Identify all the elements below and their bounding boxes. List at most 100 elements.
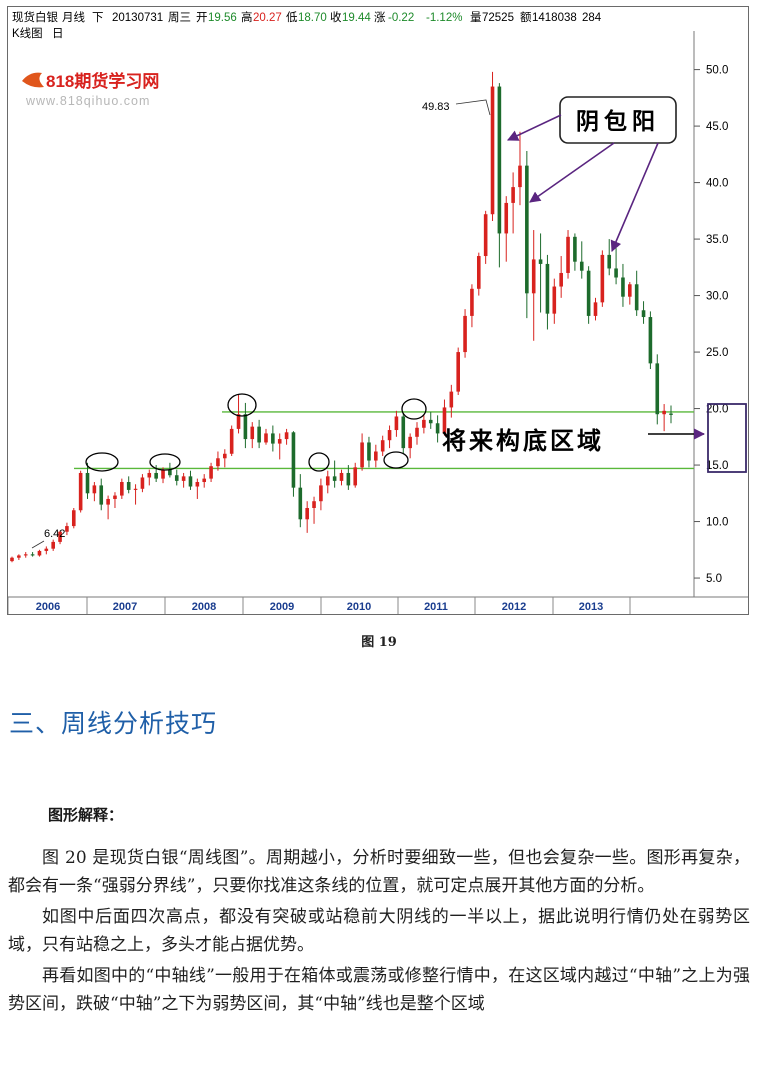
price-axis: 50.0 45.0 40.0 35.0 30.0 25.0 20.0 15.0 10.0 5.0 (693, 31, 728, 597)
y-tick-label: 45.0 (706, 121, 728, 133)
candle-body (504, 202, 509, 234)
section-heading: 三、周线分析技巧 (9, 709, 218, 738)
zone-label: 将来构底区域 (442, 426, 604, 455)
brand-logo: 818期货学习网 www.818qihuo.com (22, 71, 159, 108)
header-extra: 284 (582, 12, 602, 24)
y-tick-label: 15.0 (706, 460, 728, 472)
body-text: 图 20 是现货白银“周线图”。周期越小，分析时要细致一些，但也会复杂一些。图形… (8, 845, 750, 1022)
candle-body (511, 187, 515, 203)
candle-body (250, 426, 255, 440)
header-change-label: 涨 (374, 11, 386, 24)
header-open-label: 开 (196, 12, 208, 24)
header-symbol: 现货白银 (12, 10, 58, 24)
y-tick-label: 20.0 (706, 404, 728, 416)
y-tick-label: 30.0 (706, 291, 728, 303)
candle-body (662, 410, 666, 415)
paragraph: 图 20 是现货白银“周线图”。周期越小，分析时要细致一些，但也会复杂一些。图形… (8, 848, 750, 896)
subheading: 图形解释： (48, 806, 124, 824)
support-lines (74, 411, 694, 470)
candle-body (483, 214, 488, 257)
candle-body (470, 288, 474, 316)
annotation-layer: 49.83 6.42 阴包阳 将来构底区域 (31, 96, 747, 549)
candle-body (559, 272, 563, 287)
time-axis-band (8, 597, 748, 614)
callout-arrow-1 (506, 114, 562, 141)
y-tick-label: 35.0 (706, 234, 728, 246)
candle-body (394, 416, 399, 431)
highlight-circle (401, 398, 427, 420)
candle-body (360, 442, 364, 468)
candle-body (312, 501, 316, 508)
candle-body (271, 433, 275, 444)
y-tick-label: 50.0 (706, 65, 728, 77)
candle-body (92, 485, 97, 494)
candle-body (497, 86, 502, 234)
candle-body (332, 476, 337, 481)
candle-body (346, 472, 351, 486)
x-tick-label: 2009 (270, 601, 294, 613)
y-tick-label: 25.0 (706, 347, 728, 359)
candle-body (113, 495, 117, 499)
peak-label: 49.83 (422, 101, 450, 113)
highlight-circle (227, 393, 257, 417)
candle-body (456, 352, 460, 392)
highlight-circle (85, 452, 119, 472)
header-high-label: 高 (241, 10, 253, 24)
callout-text: 阴包阳 (576, 108, 660, 135)
header-weekday: 周三 (168, 11, 191, 24)
candle-body (648, 317, 653, 364)
candle-body (545, 263, 550, 314)
candle-body (374, 451, 378, 461)
candle-body (277, 439, 282, 444)
candle-body (449, 391, 454, 408)
candle-body (319, 485, 323, 502)
candle-body (133, 488, 138, 490)
candle-body (106, 498, 110, 505)
candle-body (415, 427, 419, 437)
candle-body (600, 254, 605, 303)
candle-body (229, 428, 234, 454)
candle-body (10, 557, 14, 562)
candle-body (518, 165, 522, 188)
candle-body (195, 482, 200, 487)
flame-logo-icon (22, 72, 44, 88)
candle-body (593, 302, 598, 316)
candle-body (168, 469, 172, 476)
callout-arrow-3 (610, 142, 659, 253)
candle-body (264, 433, 268, 443)
time-axis: 2006 2007 2008 2009 2010 2011 2012 2013 (8, 596, 748, 614)
candle-body (291, 432, 296, 488)
candle-body (23, 554, 28, 556)
header-low: 18.70 (298, 12, 327, 24)
candle-body (669, 413, 673, 415)
figure-caption: 图 19 (361, 635, 397, 650)
candle-body (181, 476, 186, 481)
candle-body (140, 477, 145, 489)
x-tick-label: 2013 (579, 601, 603, 613)
y-tick-label: 10.0 (706, 517, 728, 529)
candle-body (325, 476, 330, 486)
candle-body (566, 236, 570, 273)
candle-body (552, 286, 557, 314)
header-amount: 1418038 (532, 12, 577, 24)
candle-body (628, 284, 632, 297)
x-tick-label: 2012 (502, 601, 526, 613)
candle-body (202, 478, 207, 483)
header-low-label: 低 (286, 11, 298, 24)
candle-body (85, 472, 90, 494)
header-volume-label: 量 (470, 11, 482, 24)
chart-frame: 现货白银 月线 下 20130731 周三 开 19.56 高 20.27 低 … (7, 6, 749, 615)
header-high: 20.27 (253, 12, 282, 24)
header-close: 19.44 (342, 12, 371, 24)
candle-body (99, 485, 104, 505)
low-label: 6.42 (44, 528, 65, 540)
paragraph: 如图中后面四次高点，都没有突破或站稳前大阴线的一半以上，据此说明行情仍处在弱势区… (8, 907, 750, 955)
chart-header: 现货白银 月线 下 20130731 周三 开 19.56 高 20.27 低 … (12, 10, 602, 40)
candle-body (120, 482, 124, 496)
candle-body (614, 268, 618, 278)
paragraph: 再看如图中的“中轴线”一般用于在箱体或震荡或修整行情中，在这区域内越过“中轴”之… (8, 966, 750, 1014)
peak-leader (455, 99, 491, 116)
x-tick-label: 2007 (113, 601, 137, 613)
candle-body (236, 414, 241, 429)
candle-body (298, 487, 303, 520)
